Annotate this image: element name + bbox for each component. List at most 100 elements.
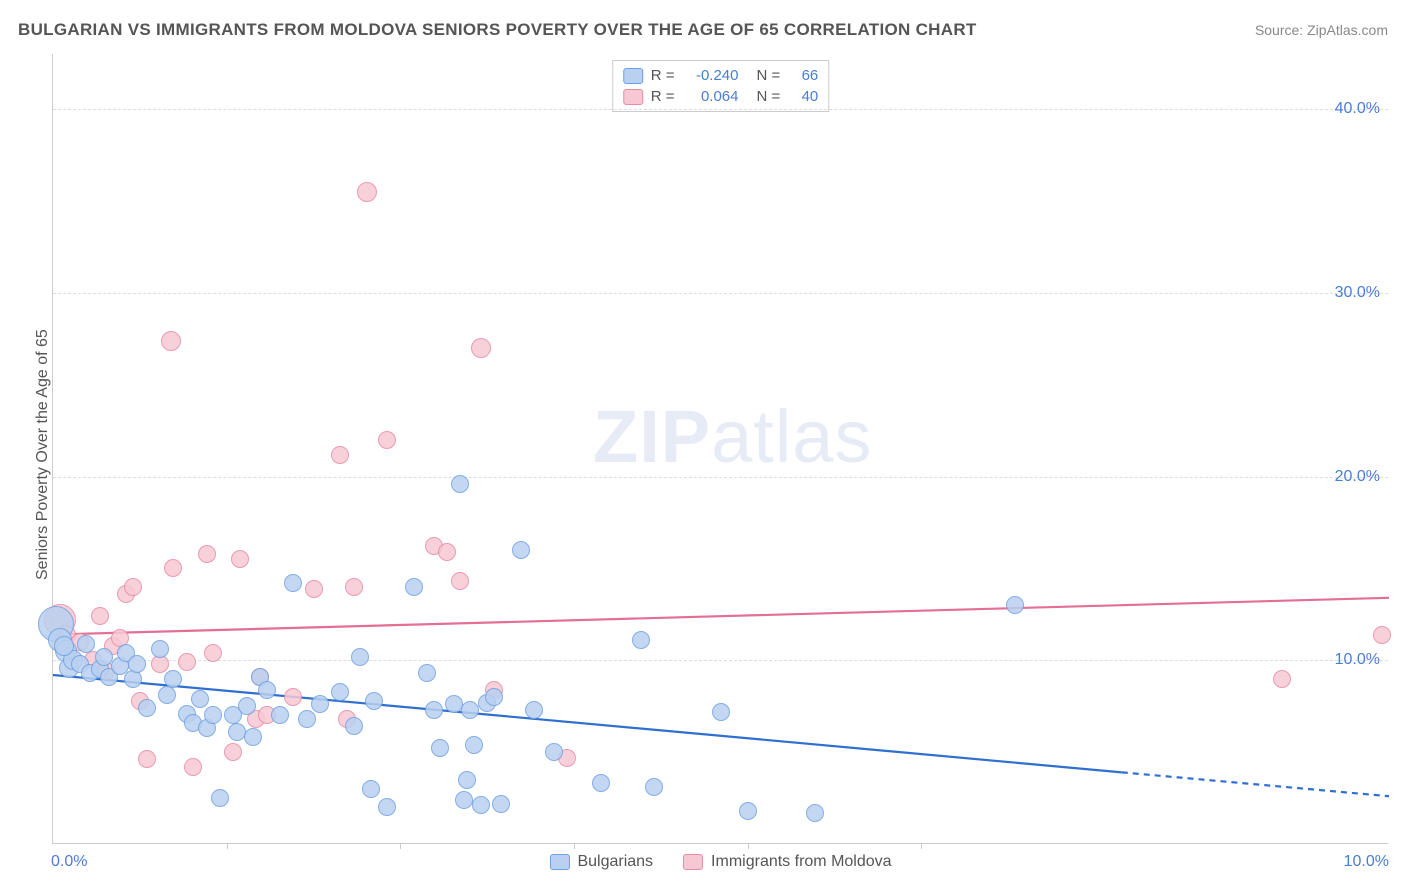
y-axis-label: Seniors Poverty Over the Age of 65 [34,329,52,580]
n-value-blue: 66 [788,65,818,86]
scatter-point-blue [1006,596,1024,614]
scatter-point-blue [405,578,423,596]
scatter-point-pink [438,543,456,561]
swatch-pink-icon [623,89,643,105]
gridline [53,477,1388,478]
scatter-point-blue [362,780,380,798]
scatter-point-pink [178,653,196,671]
y-tick-label: 40.0% [1335,100,1380,118]
x-tick-label: 0.0% [51,853,87,871]
scatter-point-blue [451,475,469,493]
legend-label-pink: Immigrants from Moldova [711,853,892,871]
y-tick-label: 20.0% [1335,468,1380,486]
scatter-point-blue [244,728,262,746]
scatter-point-pink [164,559,182,577]
stats-row-pink: R = 0.064 N = 40 [623,86,819,107]
scatter-point-blue [425,701,443,719]
scatter-point-blue [472,796,490,814]
scatter-point-blue [284,574,302,592]
r-value-blue: -0.240 [683,65,739,86]
y-tick-label: 30.0% [1335,284,1380,302]
scatter-point-blue [458,771,476,789]
legend-item-pink: Immigrants from Moldova [683,853,892,871]
x-tick-mark [574,843,575,849]
scatter-point-pink [378,431,396,449]
scatter-point-blue [806,804,824,822]
watermark-zip: ZIP [593,395,711,478]
scatter-point-blue [461,701,479,719]
scatter-point-blue [485,688,503,706]
scatter-point-pink [198,545,216,563]
x-tick-mark [227,843,228,849]
scatter-point-pink [331,446,349,464]
x-tick-mark [921,843,922,849]
x-tick-label: 10.0% [1344,853,1389,871]
scatter-point-blue [545,743,563,761]
scatter-point-blue [512,541,530,559]
correlation-stats-legend: R = -0.240 N = 66 R = 0.064 N = 40 [612,60,830,112]
swatch-pink-icon [683,854,703,870]
scatter-point-blue [138,699,156,717]
n-value-pink: 40 [788,86,818,107]
scatter-point-pink [1273,670,1291,688]
chart-plot-area: ZIPatlas R = -0.240 N = 66 R = 0.064 N =… [52,54,1388,844]
scatter-point-blue [331,683,349,701]
scatter-point-blue [592,774,610,792]
scatter-point-blue [378,798,396,816]
scatter-point-blue [298,710,316,728]
scatter-point-blue [128,655,146,673]
scatter-point-blue [365,692,383,710]
source-label: Source: ZipAtlas.com [1255,22,1388,38]
scatter-point-pink [345,578,363,596]
scatter-point-blue [431,739,449,757]
n-label: N = [757,65,781,86]
scatter-point-pink [204,644,222,662]
series-legend: Bulgarians Immigrants from Moldova [549,853,891,871]
scatter-point-blue [465,736,483,754]
r-value-pink: 0.064 [683,86,739,107]
scatter-point-pink [184,758,202,776]
scatter-point-blue [418,664,436,682]
scatter-point-blue [712,703,730,721]
scatter-point-blue [151,640,169,658]
gridline [53,660,1388,661]
gridline [53,293,1388,294]
gridline [53,109,1388,110]
scatter-point-blue [645,778,663,796]
scatter-point-blue [211,789,229,807]
scatter-point-blue [492,795,510,813]
swatch-blue-icon [549,854,569,870]
scatter-point-pink [305,580,323,598]
chart-header: BULGARIAN VS IMMIGRANTS FROM MOLDOVA SEN… [18,20,1388,40]
scatter-point-pink [138,750,156,768]
scatter-point-pink [1373,626,1391,644]
scatter-point-blue [77,635,95,653]
r-label: R = [651,65,675,86]
scatter-point-pink [231,550,249,568]
x-tick-mark [400,843,401,849]
scatter-point-blue [258,681,276,699]
legend-item-blue: Bulgarians [549,853,653,871]
scatter-point-blue [271,706,289,724]
scatter-point-blue [158,686,176,704]
scatter-point-pink [284,688,302,706]
scatter-point-blue [311,695,329,713]
stats-row-blue: R = -0.240 N = 66 [623,65,819,86]
scatter-point-pink [451,572,469,590]
scatter-point-pink [124,578,142,596]
r-label: R = [651,86,675,107]
scatter-point-blue [238,697,256,715]
scatter-point-pink [91,607,109,625]
scatter-point-pink [161,331,181,351]
legend-label-blue: Bulgarians [577,853,653,871]
watermark: ZIPatlas [593,394,872,479]
scatter-point-blue [351,648,369,666]
scatter-point-pink [224,743,242,761]
y-tick-label: 10.0% [1335,651,1380,669]
watermark-atlas: atlas [711,395,872,478]
scatter-point-pink [471,338,491,358]
scatter-point-blue [739,802,757,820]
scatter-point-pink [357,182,377,202]
chart-title: BULGARIAN VS IMMIGRANTS FROM MOLDOVA SEN… [18,20,977,40]
n-label: N = [757,86,781,107]
